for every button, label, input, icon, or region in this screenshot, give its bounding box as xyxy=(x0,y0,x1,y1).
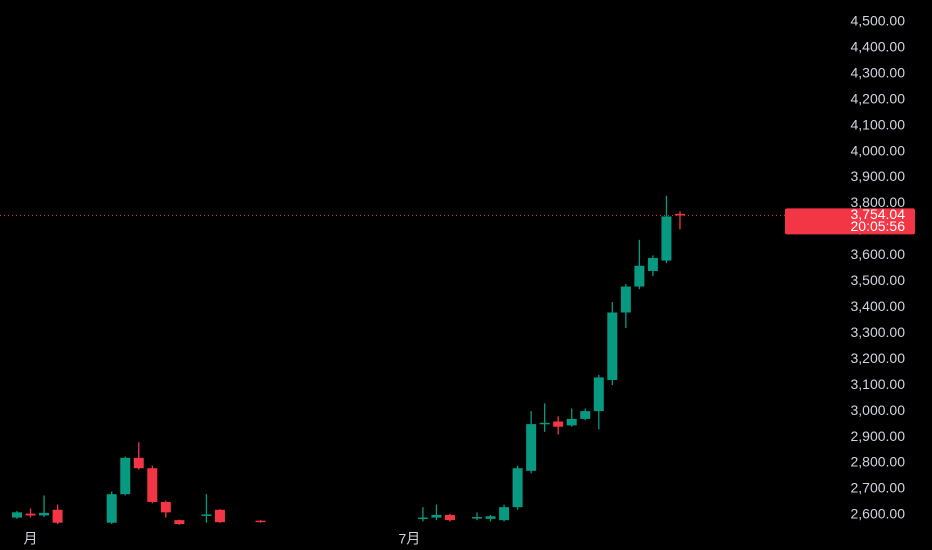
y-tick-label: 3,200.00 xyxy=(851,350,906,366)
candle-body xyxy=(417,517,428,520)
candle-body xyxy=(174,520,185,525)
y-tick-label: 4,200.00 xyxy=(851,90,906,106)
candle-body xyxy=(580,411,591,419)
candle-body xyxy=(52,509,63,523)
y-tick-label: 3,400.00 xyxy=(851,298,906,314)
candle-body xyxy=(539,422,550,425)
y-tick-label: 4,100.00 xyxy=(851,116,906,132)
candle-body xyxy=(472,517,483,519)
y-tick-label: 2,900.00 xyxy=(851,428,906,444)
candle-body xyxy=(593,377,604,412)
y-tick-label: 4,300.00 xyxy=(851,64,906,80)
last-price-box xyxy=(785,208,915,235)
candle-body xyxy=(106,494,117,523)
y-tick-label: 4,500.00 xyxy=(851,13,906,29)
candle-body xyxy=(674,213,685,216)
y-tick-label: 2,700.00 xyxy=(851,480,906,496)
candle-body xyxy=(133,457,144,469)
candle-body xyxy=(214,509,225,523)
y-tick-label: 2,800.00 xyxy=(851,454,906,470)
candle-body xyxy=(526,424,537,471)
y-tick-label: 4,400.00 xyxy=(851,38,906,54)
candle-body xyxy=(201,514,212,516)
candle-body xyxy=(647,257,658,271)
candle-body xyxy=(607,312,618,380)
candle-body xyxy=(566,418,577,426)
y-tick-label: 3,800.00 xyxy=(851,194,906,210)
x-tick-label: 月 xyxy=(24,531,38,547)
y-tick-label: 3,000.00 xyxy=(851,402,906,418)
y-tick-label: 3,900.00 xyxy=(851,168,906,184)
countdown-label: 20:05:56 xyxy=(851,218,906,234)
candle-body xyxy=(39,512,50,516)
candle-body xyxy=(255,520,266,523)
candle-body xyxy=(120,457,131,495)
y-tick-label: 3,500.00 xyxy=(851,272,906,288)
y-tick-label: 3,300.00 xyxy=(851,324,906,340)
candle-body xyxy=(661,216,672,261)
candle-body xyxy=(553,421,564,427)
y-tick-label: 4,000.00 xyxy=(851,142,906,158)
candle-body xyxy=(147,468,158,502)
last-price-label: 3,754.04 xyxy=(851,206,906,222)
candle-body xyxy=(12,512,22,518)
candle-body xyxy=(512,468,523,508)
candle-body xyxy=(620,286,631,313)
candle-body xyxy=(634,265,645,287)
candle-body xyxy=(499,507,510,521)
candle-body xyxy=(485,516,496,519)
candle-body xyxy=(431,514,442,518)
y-tick-label: 3,600.00 xyxy=(851,246,906,262)
candle-body xyxy=(25,513,36,516)
y-tick-label: 2,600.00 xyxy=(851,506,906,522)
y-tick-label: 3,100.00 xyxy=(851,376,906,392)
x-tick-label: 7月 xyxy=(398,531,420,547)
candle-body xyxy=(444,514,455,521)
candle-body xyxy=(160,501,171,513)
